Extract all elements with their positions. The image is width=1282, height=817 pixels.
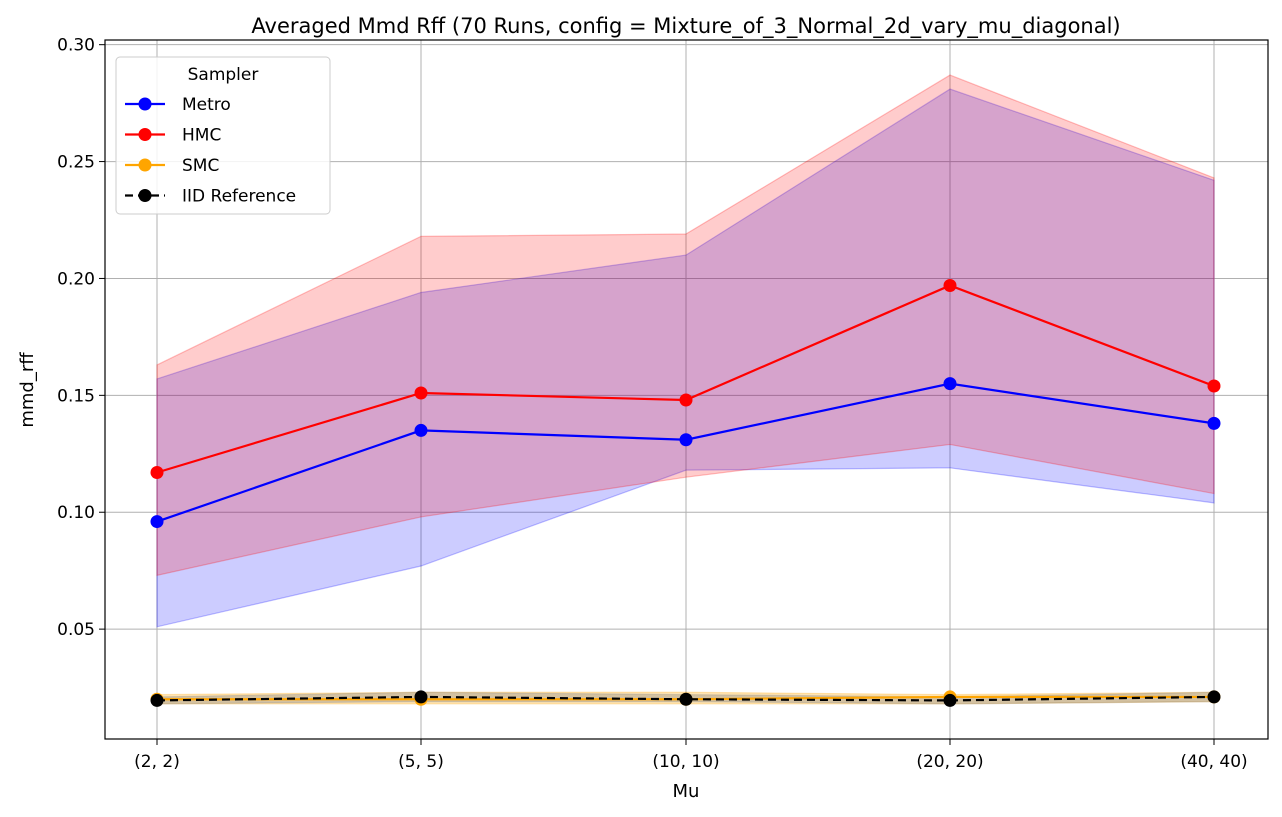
x-tick-label: (10, 10) (652, 752, 719, 772)
legend-label: HMC (182, 126, 221, 146)
band-hmc (156, 74, 1215, 577)
y-tick-label: 0.25 (57, 153, 95, 173)
chart-title: Averaged Mmd Rff (70 Runs, config = Mixt… (251, 14, 1120, 39)
data-point-iid-reference (1207, 690, 1221, 704)
data-point-metro (943, 377, 957, 391)
legend-label: SMC (182, 156, 219, 176)
x-tick-label: (20, 20) (916, 752, 983, 772)
legend-item-iid-reference: IID Reference (125, 187, 296, 207)
data-point-hmc (1207, 379, 1221, 393)
legend-marker (138, 97, 152, 111)
legend-label: IID Reference (182, 187, 296, 207)
legend-label: Metro (182, 95, 231, 115)
band-metro (156, 88, 1215, 628)
x-tick-label: (5, 5) (398, 752, 444, 772)
data-point-hmc (679, 393, 693, 407)
y-tick-label: 0.05 (57, 620, 95, 640)
legend-items: Metro HMC SMC IID Reference (125, 95, 296, 207)
legend-box (115, 56, 331, 215)
data-point-metro (679, 433, 693, 447)
legend-marker (138, 158, 152, 172)
axis-ticks: (2, 2) (5, 5) (10, 10) (20, 20) (40, 40) 0.05… (57, 36, 1248, 772)
legend-marker (138, 128, 152, 141)
legend-marker (138, 189, 152, 202)
y-axis-label: mmd_rff (17, 352, 38, 428)
data-point-iid-reference (679, 692, 693, 706)
data-point-metro (150, 515, 164, 529)
y-tick-label: 0.15 (57, 386, 95, 406)
series-lines (150, 278, 1221, 707)
legend-item-smc: SMC (125, 156, 219, 176)
y-tick-label: 0.20 (57, 269, 95, 289)
legend-title: Sampler (188, 65, 259, 85)
data-point-metro (1207, 416, 1221, 430)
series-line-iid-reference (156, 695, 1215, 702)
data-point-hmc (150, 465, 164, 479)
data-point-iid-reference (943, 693, 957, 707)
data-point-hmc (943, 278, 957, 292)
x-tick-label: (2, 2) (134, 752, 180, 772)
legend-item-hmc: HMC (125, 126, 221, 146)
x-tick-label: (40, 40) (1180, 752, 1247, 772)
y-tick-label: 0.10 (57, 503, 95, 523)
legend: Sampler Metro HMC SMC IID Reference (115, 56, 331, 215)
data-point-metro (414, 423, 428, 437)
data-point-iid-reference (414, 690, 428, 704)
legend-item-metro: Metro (125, 95, 231, 115)
data-point-iid-reference (150, 693, 164, 707)
y-tick-label: 0.30 (57, 36, 95, 56)
x-axis-label: Mu (673, 781, 700, 802)
data-point-hmc (414, 386, 428, 400)
